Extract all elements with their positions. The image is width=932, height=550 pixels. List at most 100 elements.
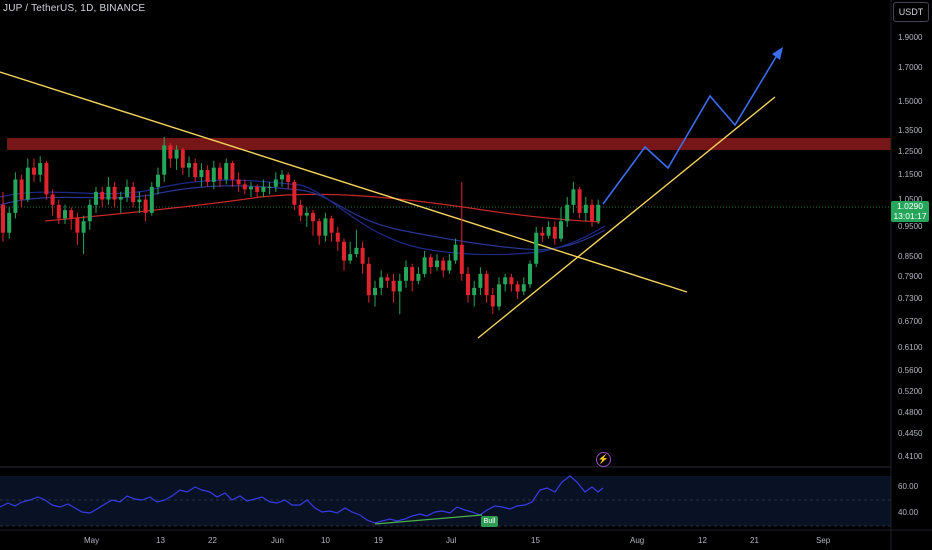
candle-down xyxy=(484,273,489,296)
candle-up xyxy=(435,260,439,268)
candle-down xyxy=(75,218,80,233)
rsi-line xyxy=(0,475,604,524)
candle-down xyxy=(441,260,446,271)
candle-up xyxy=(546,226,551,236)
candle-down xyxy=(112,186,117,200)
candle-up xyxy=(106,186,111,200)
candle-down xyxy=(509,277,514,285)
price-tick-label: 1.3500 xyxy=(898,125,923,135)
projection-arrowhead xyxy=(772,47,783,60)
price-tick-label: 1.1500 xyxy=(898,169,923,179)
candle-up xyxy=(565,204,570,222)
candle-down xyxy=(466,273,470,296)
time-tick-label: May xyxy=(84,536,100,545)
candle-up xyxy=(25,167,30,200)
candle-down xyxy=(385,277,390,281)
price-tick-label: 1.9000 xyxy=(898,32,923,42)
price-tick-label: 0.7900 xyxy=(898,272,923,282)
candle-down xyxy=(410,267,415,281)
descending-trendline xyxy=(0,71,688,293)
price-tick-label: 0.4450 xyxy=(898,429,923,439)
candle-up xyxy=(416,273,421,281)
price-tick-label: 0.5600 xyxy=(898,366,923,376)
current-price-value: 1.0290 xyxy=(897,201,923,211)
candle-up xyxy=(81,221,86,233)
candle-up xyxy=(528,263,532,285)
candle-up xyxy=(447,260,452,271)
candle-down xyxy=(366,263,371,296)
candle-down xyxy=(168,145,173,159)
candle-up xyxy=(137,199,142,203)
candle-up xyxy=(478,273,483,288)
candle-up xyxy=(596,204,601,222)
candle-up xyxy=(323,218,328,236)
candle-up xyxy=(267,186,272,188)
candle-up xyxy=(63,210,67,219)
candle-up xyxy=(571,189,576,205)
price-tick-label: 0.4800 xyxy=(898,408,923,418)
candle-up xyxy=(397,280,402,292)
candle-up xyxy=(94,191,98,205)
candle-up xyxy=(559,221,563,239)
candle-up xyxy=(280,174,284,180)
candle-up xyxy=(534,232,539,264)
candles xyxy=(1,137,601,315)
price-tick-label: 1.2500 xyxy=(898,146,923,156)
candle-up xyxy=(38,163,43,175)
candle-up xyxy=(583,204,588,213)
candle-down xyxy=(298,204,303,216)
price-tick-label: 1.7000 xyxy=(898,62,923,72)
time-tick-label: 13 xyxy=(156,536,165,545)
price-tick-label: 0.4100 xyxy=(898,451,923,461)
candle-up xyxy=(249,186,253,190)
candle-down xyxy=(360,247,365,264)
countdown-timer: 13:01:17 xyxy=(893,211,927,221)
candle-up xyxy=(273,179,278,187)
price-tick-label: 0.5200 xyxy=(898,386,923,396)
candle-down xyxy=(540,232,545,236)
candle-down xyxy=(19,179,24,200)
candle-down xyxy=(335,232,340,242)
candle-down xyxy=(50,194,55,205)
candle-down xyxy=(100,191,105,200)
candle-down xyxy=(515,284,520,292)
candle-down xyxy=(317,221,322,236)
candle-down xyxy=(56,204,61,219)
candle-up xyxy=(199,169,204,178)
candle-up xyxy=(373,287,377,296)
price-tick-label: 1.0500 xyxy=(898,194,923,204)
candle-down xyxy=(143,199,148,213)
candle-up xyxy=(304,212,309,216)
ascending-trendline xyxy=(477,96,776,339)
chart-title: JUP / TetherUS, 1D, BINANCE xyxy=(3,3,146,14)
candle-down xyxy=(428,257,433,268)
lightning-icon[interactable]: ⚡ xyxy=(596,452,611,467)
candle-up xyxy=(149,186,154,213)
currency-button[interactable]: USDT xyxy=(893,2,929,22)
candle-down xyxy=(230,163,235,180)
candle-down xyxy=(342,241,346,261)
candle-up xyxy=(497,284,501,307)
time-tick-label: 15 xyxy=(531,536,540,545)
projection-path xyxy=(602,51,780,205)
rsi-level-lower: 40.00 xyxy=(898,508,919,517)
time-tick-label: Aug xyxy=(630,536,645,545)
time-tick-label: 12 xyxy=(698,536,707,545)
current-price-badge: 1.0290 13:01:17 xyxy=(891,201,929,222)
candle-up xyxy=(453,244,458,261)
candle-down xyxy=(1,204,5,233)
candle-up xyxy=(187,163,191,168)
price-tick-label: 0.8500 xyxy=(898,252,923,262)
candle-down xyxy=(180,149,185,168)
price-tick-label: 0.6700 xyxy=(898,317,923,327)
candle-down xyxy=(391,280,396,292)
resistance-zone xyxy=(7,138,891,150)
candle-down xyxy=(242,184,247,190)
price-tick-label: 0.7300 xyxy=(898,293,923,303)
candle-down xyxy=(292,181,297,205)
time-tick-label: Jul xyxy=(446,536,457,545)
candle-up xyxy=(162,145,167,175)
bull-divergence-badge: Bull xyxy=(481,516,498,527)
candle-down xyxy=(131,186,136,203)
